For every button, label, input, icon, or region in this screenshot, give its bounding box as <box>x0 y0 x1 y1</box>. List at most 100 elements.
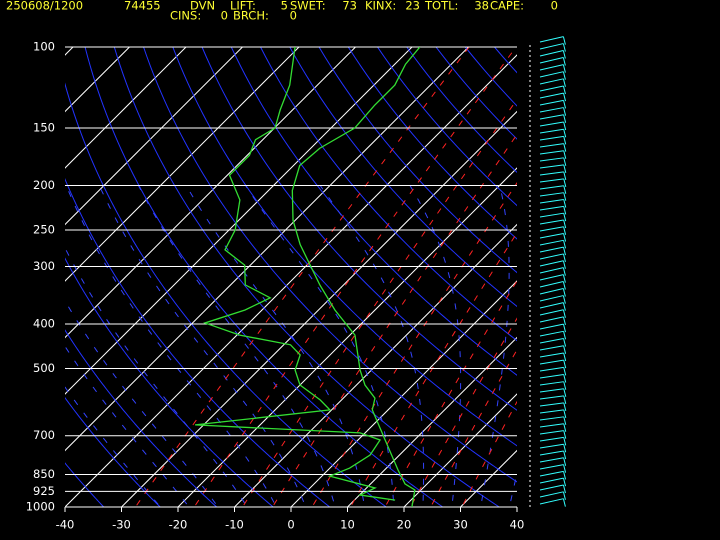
index-label: CINS: <box>170 9 201 23</box>
moist-adiabat <box>409 185 462 507</box>
index-value: 0 <box>290 9 297 23</box>
wind-barb <box>539 295 564 302</box>
wind-barb <box>539 150 564 155</box>
wind-barb-flag <box>563 100 567 109</box>
wind-barb-flag <box>563 114 567 123</box>
wind-barb-flag <box>563 246 566 256</box>
wind-barb-flag <box>563 185 567 194</box>
wind-barb-flag <box>562 281 566 290</box>
moist-adiabat <box>138 185 336 507</box>
wind-barb <box>539 477 564 484</box>
wind-barb <box>539 281 564 288</box>
mixing-ratio <box>193 47 517 507</box>
wind-barb-flag <box>562 309 566 318</box>
wind-barb <box>539 226 564 232</box>
index-label: KINX: <box>365 0 396 13</box>
wind-barb <box>539 436 564 442</box>
wind-barb-flag <box>562 85 566 95</box>
x-tick-label: -40 <box>56 518 75 532</box>
dry-adiabat <box>65 329 218 507</box>
wind-barb-flag <box>563 352 567 362</box>
wind-barb <box>539 491 564 498</box>
wind-barb-flag <box>563 157 567 166</box>
wind-barb-flag <box>562 64 566 73</box>
wind-barb-flag <box>563 338 567 347</box>
index-value: 0 <box>551 0 558 13</box>
dry-adiabat <box>201 47 517 411</box>
y-tick-label: 200 <box>33 178 55 192</box>
sounding-line <box>291 47 421 507</box>
wind-barb-flag <box>563 464 567 473</box>
index-value: 5 <box>281 0 288 13</box>
wind-barb-flag <box>563 345 567 354</box>
wind-barb <box>539 36 564 43</box>
wind-barb <box>539 199 564 204</box>
x-tick-label: -20 <box>169 518 188 532</box>
wind-barb-flag <box>563 233 567 242</box>
wind-barb <box>539 50 564 57</box>
wind-barb-flag <box>563 430 567 439</box>
x-tick-label: 10 <box>340 518 355 532</box>
wind-barb <box>539 121 564 127</box>
index-label: CAPE: <box>490 0 524 13</box>
y-tick-label: 400 <box>33 316 55 330</box>
wind-barb <box>539 302 564 309</box>
isotherm <box>65 47 187 169</box>
wind-barb <box>539 164 564 169</box>
isotherm <box>346 336 517 507</box>
wind-barb-flag <box>563 206 567 215</box>
dry-adiabat <box>289 47 517 308</box>
wind-barb <box>539 219 564 225</box>
isotherm <box>120 110 517 507</box>
wind-barb <box>539 470 564 477</box>
wind-barb <box>539 409 564 414</box>
wind-barb <box>539 143 564 148</box>
wind-barb-flag <box>563 178 567 187</box>
wind-barb <box>539 64 564 71</box>
y-tick-label: 700 <box>33 428 55 442</box>
dry-adiabat <box>65 257 274 507</box>
wind-barb-flag <box>563 164 567 173</box>
wind-barb <box>539 260 564 267</box>
index-label: BRCH: <box>233 9 269 23</box>
dry-adiabat <box>172 47 517 447</box>
wind-barb-flag <box>563 409 567 418</box>
station-id: DVN <box>190 0 215 13</box>
wind-barb-flag <box>563 331 567 340</box>
wind-barb-flag <box>563 213 567 222</box>
index-label: TOTL: <box>424 0 458 13</box>
x-tick-label: 0 <box>287 518 294 532</box>
wind-barb <box>539 374 564 379</box>
wind-barb-flag <box>563 374 567 383</box>
x-tick-label: 30 <box>453 518 468 532</box>
reference-lines <box>65 47 517 507</box>
isotherm <box>65 47 244 226</box>
wind-barb <box>539 92 564 99</box>
wind-barb-flag <box>563 171 567 181</box>
wind-barb-flag <box>563 450 567 460</box>
wind-barb-flag <box>563 240 567 249</box>
wind-barb <box>539 395 564 400</box>
wind-barb <box>539 212 564 218</box>
wind-barb <box>539 338 564 344</box>
wind-barb <box>539 288 564 295</box>
dry-adiabat <box>259 47 517 342</box>
wind-barb-flag <box>563 437 567 446</box>
wind-barb <box>539 359 564 365</box>
wind-barb <box>539 267 564 274</box>
isotherm <box>65 47 413 395</box>
isotherm <box>65 54 517 507</box>
wind-barb <box>539 416 564 421</box>
wind-barb-flag <box>563 478 566 487</box>
wind-barb-flag <box>562 295 566 304</box>
dry-adiabat <box>113 47 501 507</box>
wind-barb-flag <box>563 199 567 208</box>
station-number: 74455 <box>124 0 161 13</box>
dry-adiabat <box>65 177 331 507</box>
wind-barb-flag <box>563 360 567 369</box>
x-tick-label: -30 <box>112 518 131 532</box>
wind-barb-flag <box>562 302 566 311</box>
wind-barb <box>539 330 564 337</box>
wind-barb-flag <box>563 143 567 152</box>
